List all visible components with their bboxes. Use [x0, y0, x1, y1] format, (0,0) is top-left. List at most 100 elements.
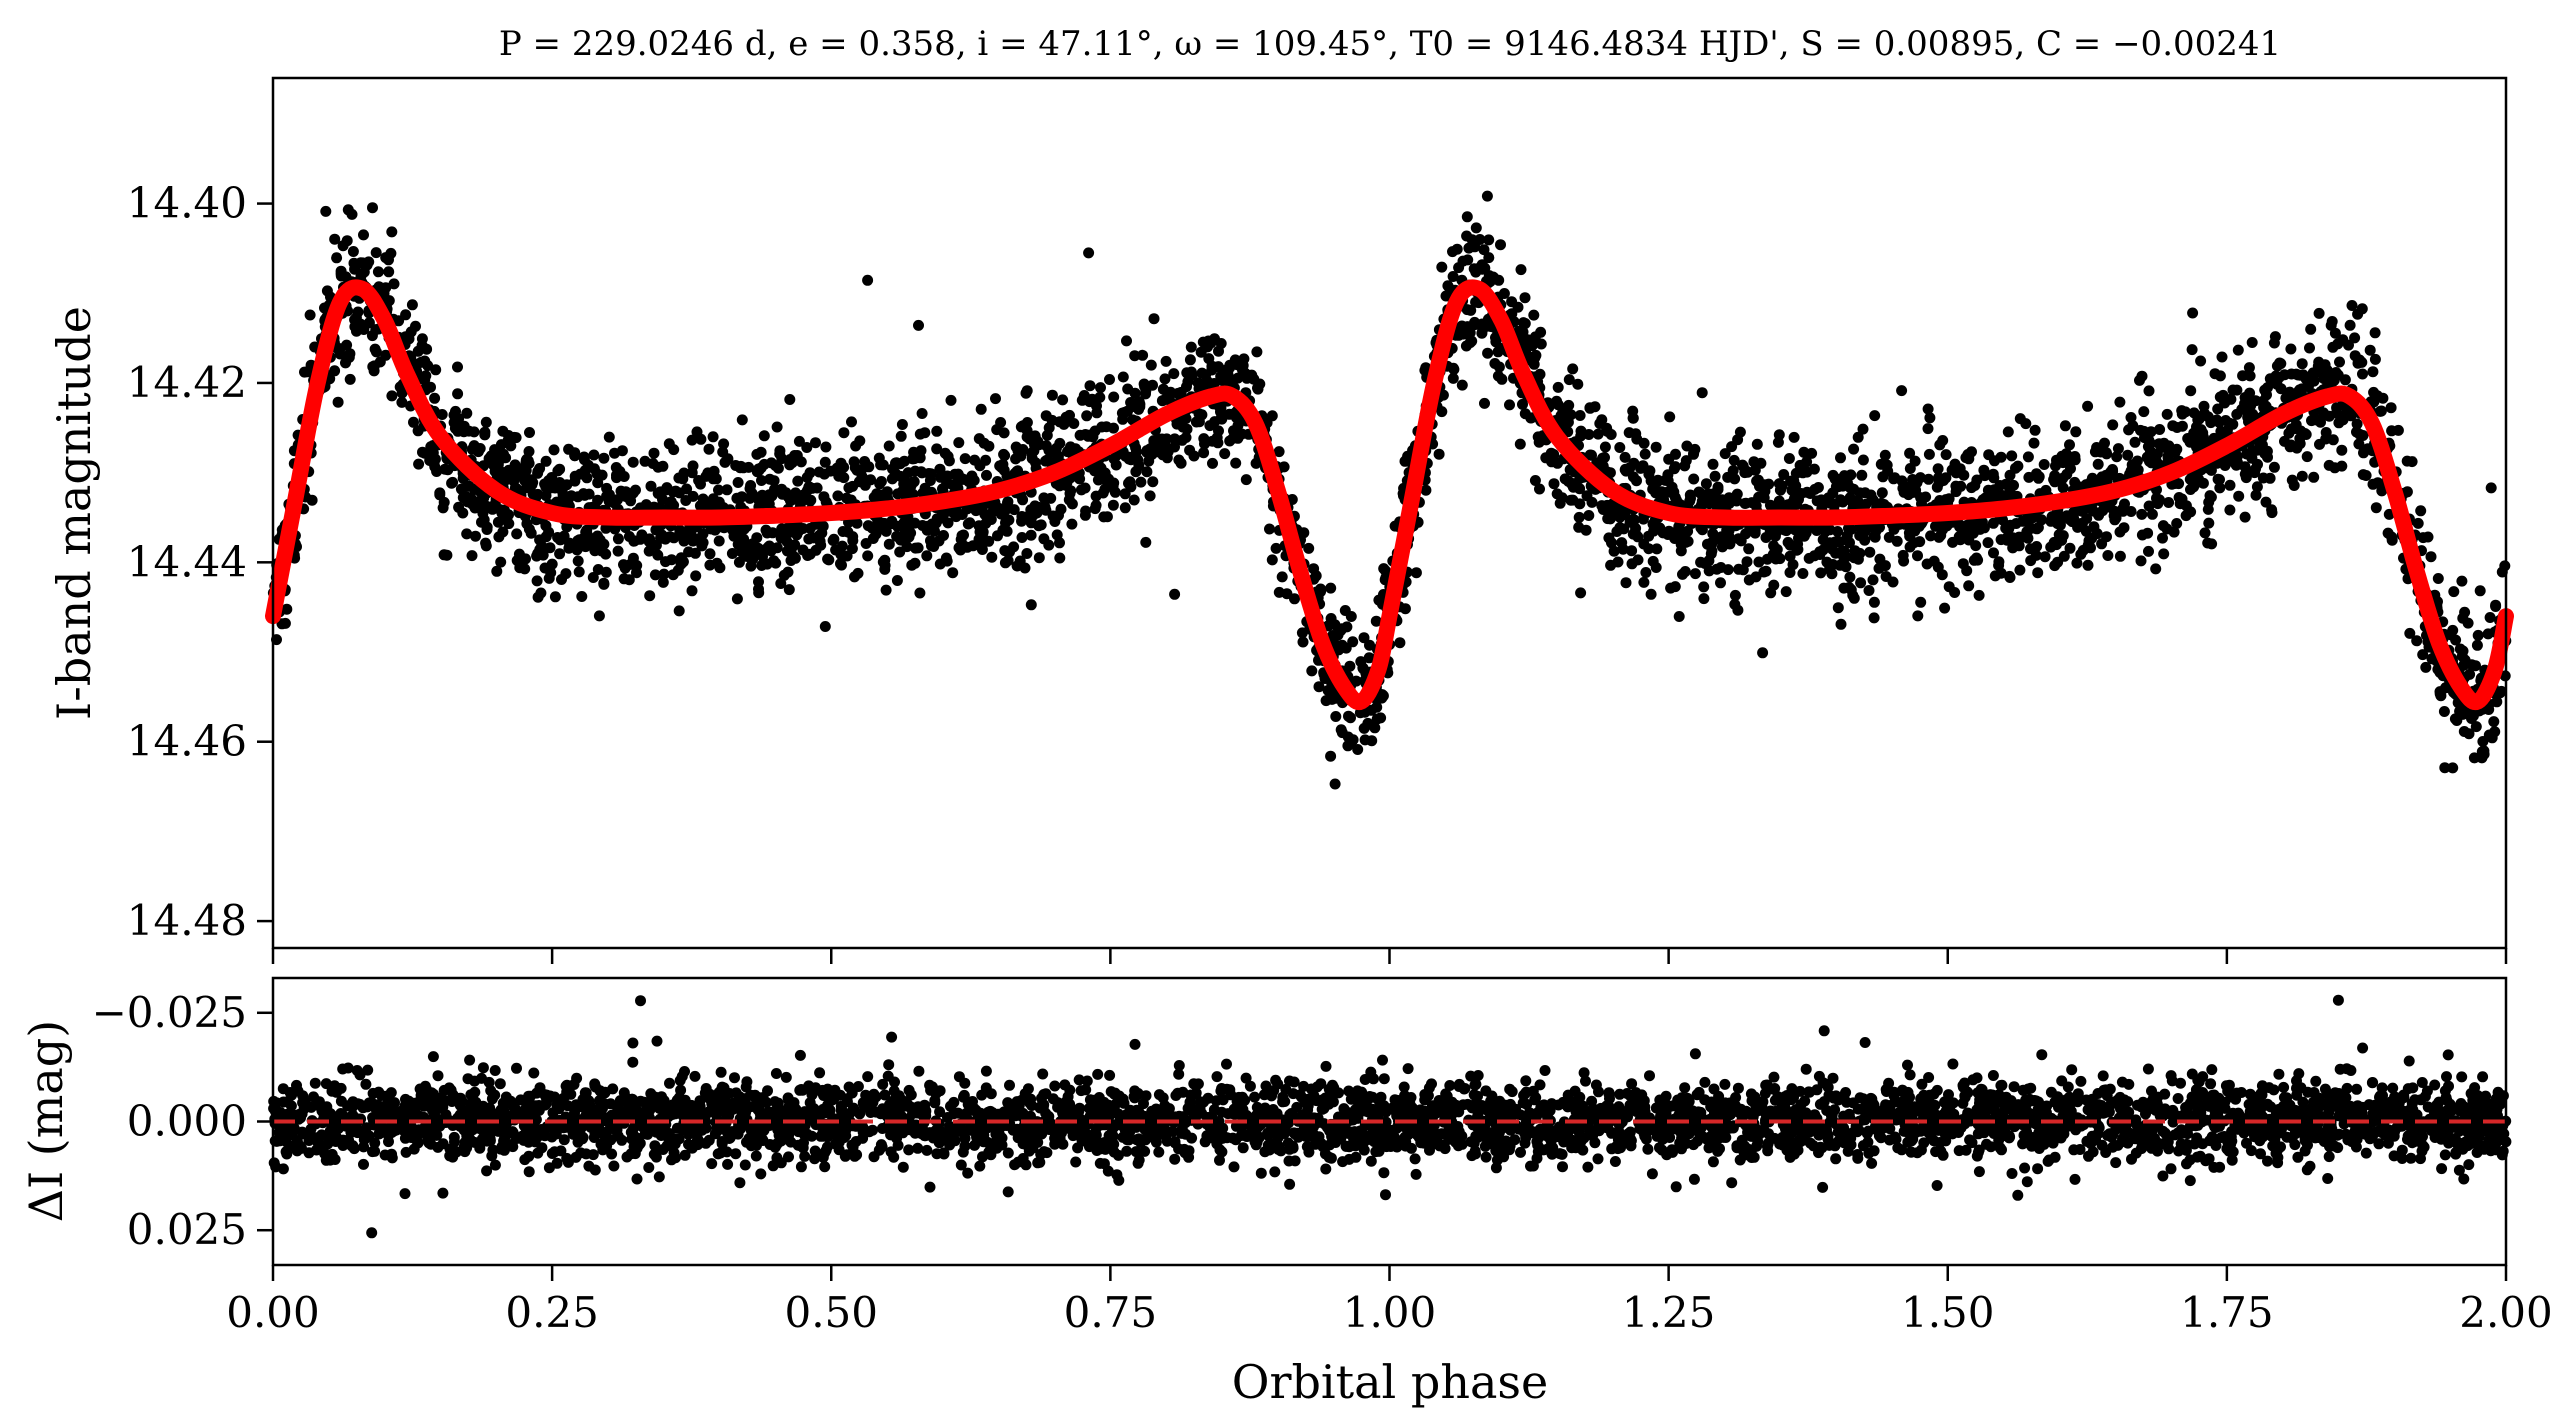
data-point [1815, 567, 1827, 579]
data-point [1479, 397, 1490, 409]
data-point [1068, 418, 1080, 429]
data-point [1740, 528, 1752, 540]
residual-point [2436, 1163, 2448, 1175]
data-point [969, 454, 981, 466]
data-point [1709, 470, 1721, 482]
data-point [962, 518, 974, 530]
data-point [583, 488, 595, 500]
data-point [616, 445, 628, 457]
data-point [2071, 557, 2083, 569]
data-point [804, 495, 815, 506]
data-point [1266, 554, 1278, 566]
data-point [797, 544, 809, 556]
data-point [1035, 519, 1047, 531]
data-point [836, 559, 847, 571]
data-point [2240, 472, 2252, 484]
data-point [2143, 385, 2155, 397]
data-point [695, 433, 707, 445]
data-point [1371, 713, 1383, 725]
data-point [1605, 429, 1617, 440]
data-point [898, 478, 910, 490]
data-point [1734, 426, 1746, 438]
residual-point [1380, 1189, 1391, 1201]
data-point [1847, 589, 1859, 601]
data-point [2092, 458, 2104, 470]
data-point [396, 396, 408, 408]
data-point [732, 527, 744, 539]
data-point [524, 427, 535, 438]
data-point [1481, 190, 1493, 202]
data-point [2304, 342, 2315, 354]
data-point [1760, 565, 1772, 577]
data-point [2411, 635, 2423, 647]
data-point [1832, 526, 1844, 537]
data-point [2474, 585, 2486, 597]
data-point [1957, 558, 1969, 570]
data-point [621, 491, 632, 503]
residual-point [1228, 1161, 1240, 1173]
data-point [2425, 551, 2437, 563]
data-point [1891, 535, 1903, 547]
data-point [1963, 580, 1975, 592]
data-point [2285, 343, 2297, 355]
data-point [1378, 563, 1390, 575]
data-point [1251, 346, 1263, 358]
data-point [1125, 454, 1137, 466]
data-point [627, 456, 639, 468]
data-point [753, 576, 764, 588]
data-point [1276, 571, 1288, 583]
data-point [1399, 603, 1411, 615]
data-point [2059, 420, 2071, 432]
data-point [1864, 546, 1876, 558]
data-point [573, 566, 585, 578]
data-point [823, 554, 835, 566]
data-point [1940, 494, 1952, 506]
data-point [481, 521, 493, 533]
data-point [1016, 532, 1028, 543]
data-point [838, 472, 850, 484]
data-point [922, 520, 934, 532]
data-point [668, 444, 680, 456]
data-point [1620, 577, 1632, 589]
data-point [755, 462, 767, 474]
data-point [877, 489, 889, 501]
data-point [782, 566, 794, 578]
data-point [2045, 515, 2057, 527]
data-point [838, 461, 850, 473]
data-point [1336, 639, 1348, 651]
data-point [1041, 454, 1053, 466]
data-point [898, 455, 910, 467]
data-point [304, 309, 316, 321]
data-point [1788, 431, 1800, 443]
residual-point [464, 1054, 476, 1066]
data-point [598, 577, 610, 589]
data-point [1922, 423, 1934, 435]
residual-point [2012, 1189, 2024, 1201]
data-point [424, 455, 436, 466]
residual-point [1059, 1079, 1071, 1091]
data-point [2058, 550, 2070, 562]
data-point [978, 437, 990, 449]
data-point [611, 472, 622, 484]
data-point [2313, 356, 2325, 368]
data-point [883, 538, 895, 550]
data-point [1147, 476, 1159, 488]
data-point [1768, 548, 1780, 560]
data-point [1110, 459, 1122, 471]
data-point [2456, 575, 2468, 587]
residual-point [399, 1188, 411, 1200]
residual-point [924, 1181, 936, 1193]
data-point [643, 536, 655, 548]
residual-point [1244, 1080, 1256, 1092]
data-point [828, 533, 840, 545]
data-point [945, 394, 957, 406]
data-point [875, 476, 887, 487]
data-point [1951, 482, 1962, 494]
data-point [610, 462, 622, 473]
data-point [2197, 477, 2209, 489]
data-point [2057, 482, 2069, 494]
data-point [934, 558, 946, 570]
data-point [817, 521, 829, 532]
data-point [1848, 443, 1860, 455]
data-point [619, 562, 631, 574]
